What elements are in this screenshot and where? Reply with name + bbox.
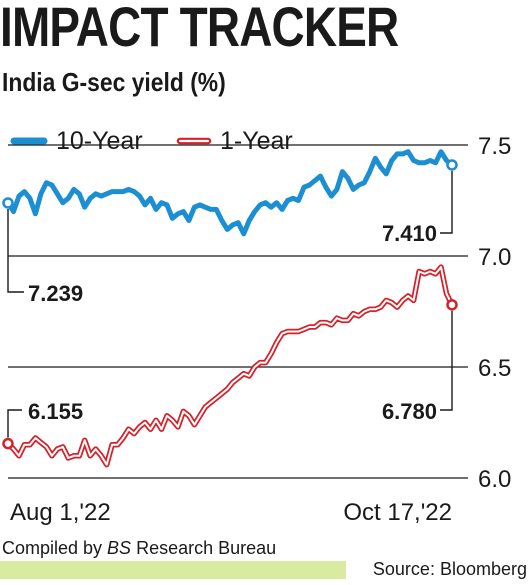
legend-label-1-year: 1-Year [220,127,293,155]
y-tick-label: 6.0 [478,466,511,493]
gridlines [8,144,468,479]
label-10-year-start: 7.239 [28,281,83,306]
start-point-marker [2,197,14,209]
leader-1-year-end [440,310,453,411]
data-labels: 7.239 7.410 6.155 6.780 [28,221,437,424]
chart-title: IMPACT TRACKER [0,0,399,58]
label-1-year-end: 6.780 [382,399,437,424]
legend: 10-Year 1-Year [10,127,293,155]
label-10-year-end: 7.410 [382,221,437,246]
x-axis-ticks: Aug 1,'22 Oct 17,'22 [10,499,452,526]
series-line-1-year-inner [7,266,453,466]
compiled-credit: Compiled by BS Research Bureau [2,538,276,559]
series-lines [5,149,455,468]
source-credit: Source: Bloomberg [372,559,527,579]
end-markers [2,159,458,450]
start-point-marker [2,437,14,450]
chart-subtitle: India G-sec yield (%) [2,67,226,97]
x-tick-label: Aug 1,'22 [10,499,111,526]
end-point-marker [446,159,458,171]
series-line-10-year [5,149,455,237]
leader-1-year-start [7,409,22,438]
annotation-leaders [7,170,453,438]
legend-label-10-year: 10-Year [56,127,143,155]
compiled-prefix: Compiled by [2,538,108,558]
y-axis-ticks: 7.5 7.0 6.5 6.0 [478,133,511,493]
leader-10-year-start [7,208,24,293]
compiled-bs: BS [107,538,132,558]
label-1-year-start: 6.155 [28,399,83,424]
y-tick-label: 7.5 [478,133,511,160]
end-point-marker [446,299,458,311]
footer-source-backdrop [346,561,531,579]
leader-10-year-end [440,170,453,234]
x-tick-label: Oct 17,'22 [343,499,452,526]
compiled-suffix: Research Bureau [131,538,277,558]
y-tick-label: 7.0 [478,244,511,271]
y-tick-label: 6.5 [478,355,511,382]
